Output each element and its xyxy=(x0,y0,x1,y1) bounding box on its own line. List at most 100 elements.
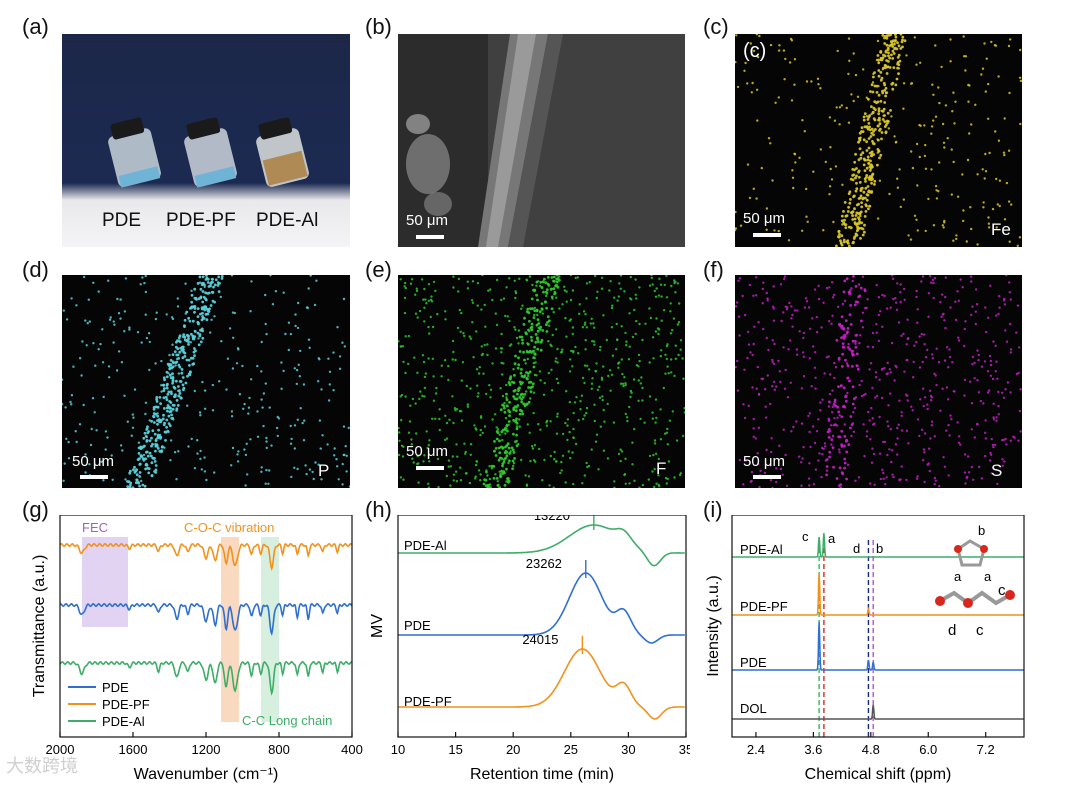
eds-dot xyxy=(831,296,835,299)
eds-dot xyxy=(992,418,996,421)
eds-dot xyxy=(536,329,540,333)
eds-dot xyxy=(959,443,962,446)
eds-dot xyxy=(343,345,346,348)
eds-dot xyxy=(175,379,178,383)
eds-dot xyxy=(651,336,655,339)
eds-dot xyxy=(181,376,185,379)
eds-dot xyxy=(513,373,516,377)
oxygen-atom xyxy=(1005,590,1015,600)
eds-dot xyxy=(156,447,160,450)
s-dots xyxy=(735,275,1022,488)
eds-dot xyxy=(953,390,956,393)
eds-dot xyxy=(941,293,944,296)
eds-dot xyxy=(857,175,861,179)
eds-dot xyxy=(209,282,213,285)
eds-dot xyxy=(595,362,598,365)
eds-dot xyxy=(942,141,946,144)
eds-dot xyxy=(735,305,738,308)
eds-dot xyxy=(193,347,196,350)
eds-dot xyxy=(842,327,845,331)
eds-dot xyxy=(871,81,875,84)
eds-dot xyxy=(583,381,586,385)
eds-dot xyxy=(514,291,518,295)
eds-dot xyxy=(583,474,586,477)
eds-dot xyxy=(964,55,968,58)
eds-dot xyxy=(295,368,299,372)
eds-dot xyxy=(939,300,942,304)
eds-dot xyxy=(509,450,512,453)
eds-dot xyxy=(833,361,836,365)
gpc-peak-label: 23262 xyxy=(526,556,562,571)
eds-dot xyxy=(538,284,542,288)
eds-dot xyxy=(423,320,426,323)
eds-dot xyxy=(843,299,847,302)
eds-dot xyxy=(610,306,614,310)
panel-label-i: (i) xyxy=(703,497,723,522)
eds-dot xyxy=(683,411,685,414)
eds-dot xyxy=(808,412,812,415)
eds-dot xyxy=(126,420,129,423)
eds-dot xyxy=(422,460,425,463)
eds-dot xyxy=(923,432,927,435)
eds-dot xyxy=(863,169,867,173)
eds-dot xyxy=(898,168,901,171)
eds-dot xyxy=(277,417,281,420)
eds-dot xyxy=(514,409,518,413)
eds-dot xyxy=(835,244,838,247)
eds-dot xyxy=(318,419,322,422)
eds-dot xyxy=(193,389,196,393)
eds-dot xyxy=(983,360,987,363)
eds-dot xyxy=(594,440,598,443)
eds-dot xyxy=(846,364,850,368)
eds-dot xyxy=(843,461,847,465)
eds-dot xyxy=(550,295,554,299)
eds-dot xyxy=(798,455,801,458)
eds-dot xyxy=(871,345,875,349)
eds-dot xyxy=(932,224,936,227)
eds-dot xyxy=(856,225,859,229)
eds-dot xyxy=(856,367,860,371)
eds-dot xyxy=(828,450,832,454)
eds-dot xyxy=(341,341,344,344)
eds-dot xyxy=(176,305,180,308)
eds-dot xyxy=(192,362,196,366)
eds-dot xyxy=(84,319,87,322)
eds-dot xyxy=(403,285,406,288)
eds-dot xyxy=(136,331,140,334)
eds-dot xyxy=(464,472,468,475)
eds-dot xyxy=(976,349,979,352)
eds-dot xyxy=(203,407,207,410)
eds-dot xyxy=(119,444,123,447)
eds-dot xyxy=(900,411,903,414)
eds-dot xyxy=(296,467,299,471)
eds-dot xyxy=(874,371,878,374)
eds-dot xyxy=(165,418,169,422)
eds-dot xyxy=(790,305,793,308)
eds-dot xyxy=(505,286,508,289)
eds-dot xyxy=(247,412,250,415)
eds-dot xyxy=(1015,372,1019,376)
eds-dot xyxy=(849,226,853,230)
eds-dot xyxy=(419,390,422,393)
eds-dot xyxy=(307,287,310,290)
eds-dot xyxy=(162,413,165,417)
eds-dot xyxy=(421,354,425,357)
eds-dot xyxy=(296,326,300,330)
eds-dot xyxy=(810,80,813,83)
panel-label-b: (b) xyxy=(365,14,392,39)
eds-dot xyxy=(994,370,997,373)
eds-dot xyxy=(915,63,918,66)
eds-dot xyxy=(262,392,266,395)
eds-dot xyxy=(305,306,309,309)
x-tick-label: 20 xyxy=(506,742,520,757)
eds-dot xyxy=(905,478,908,482)
eds-dot xyxy=(510,380,514,384)
eds-dot xyxy=(880,131,884,134)
eds-dot xyxy=(968,132,971,135)
eds-dot xyxy=(1005,275,1008,277)
eds-dot xyxy=(992,402,995,405)
eds-dot xyxy=(1019,48,1022,52)
eds-dot xyxy=(485,470,488,474)
eds-dot xyxy=(190,300,194,304)
eds-dot xyxy=(874,396,877,399)
